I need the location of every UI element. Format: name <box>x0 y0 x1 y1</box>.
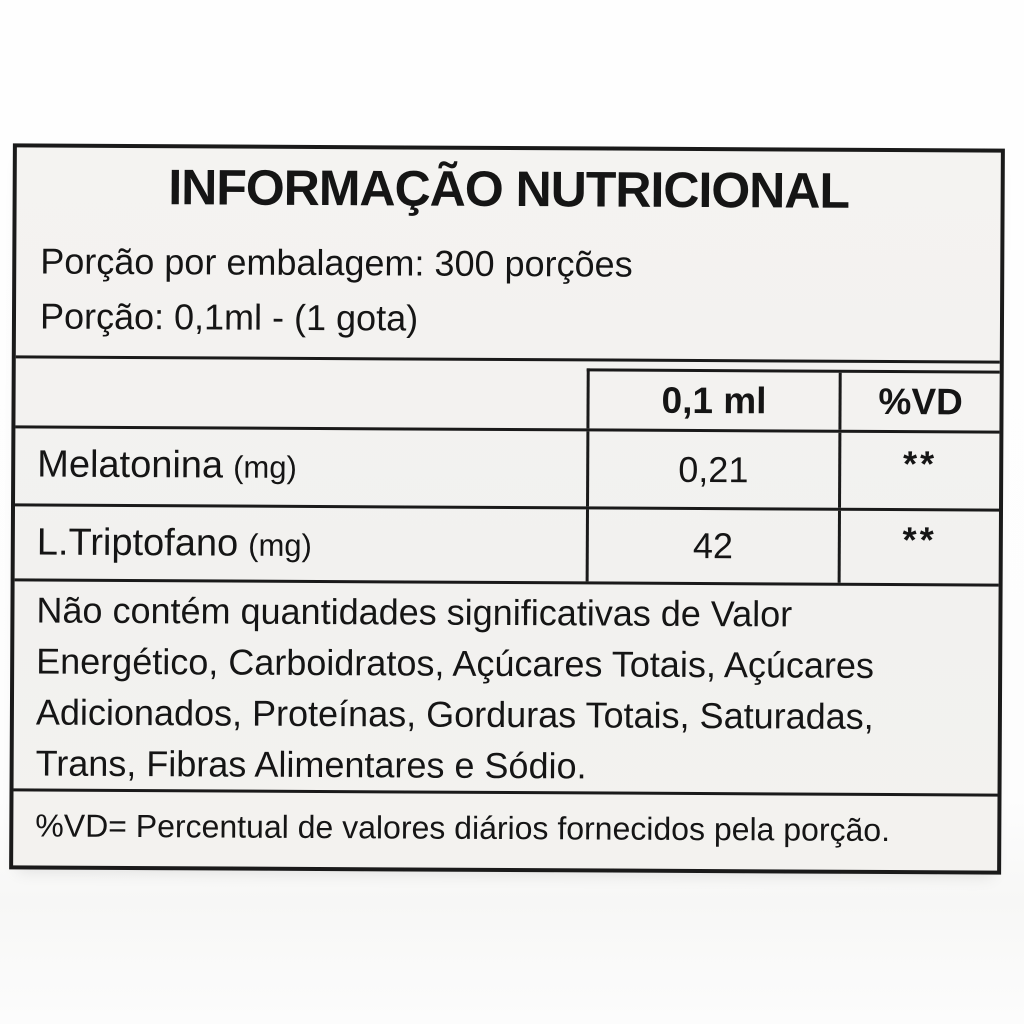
disclaimer-line: Energético, Carboidratos, Açúcares Totai… <box>36 640 875 686</box>
nutrient-cell: L.Triptofano (mg) <box>15 506 586 581</box>
header-empty-cell <box>15 358 586 428</box>
disclaimer-line: Não contém quantidades significativas de… <box>36 589 793 635</box>
disclaimer-text: Não contém quantidades significativas de… <box>13 581 999 797</box>
label-title: INFORMAÇÃO NUTRICIONAL <box>168 159 850 219</box>
table-row-triptofano: L.Triptofano (mg) 42 ** <box>14 503 1000 584</box>
table-row-melatonina: Melatonina (mg) 0,21 ** <box>15 428 1000 509</box>
nutrient-unit: (mg) <box>248 527 312 563</box>
column-header-amount: 0,1 ml <box>661 379 767 421</box>
nutrient-cell: Melatonina (mg) <box>15 428 586 506</box>
nutrient-unit: (mg) <box>233 449 297 485</box>
table-header-row: 0,1 ml %VD <box>15 358 1000 434</box>
disclaimer-line: Adicionados, Proteínas, Gorduras Totais,… <box>35 691 874 737</box>
column-header-vd: %VD <box>838 372 1000 431</box>
serving-size: Porção: 0,1ml - (1 gota) <box>39 295 419 339</box>
nutrient-name: Melatonina <box>37 443 224 487</box>
nutrient-amount: 42 <box>585 509 838 583</box>
nutrient-vd-value: ** <box>837 510 999 584</box>
footnote-text: %VD= Percentual de valores diários forne… <box>35 807 891 848</box>
serving-info: Porção por embalagem: 300 porções Porção… <box>40 234 1001 361</box>
nutrient-vd-value: ** <box>837 432 1000 509</box>
nutrition-table: 0,1 ml %VD Melatonina (mg) 0,21 ** L.Trip… <box>14 355 1000 587</box>
servings-per-package: Porção por embalagem: 300 porções <box>40 240 633 285</box>
nutrition-label: INFORMAÇÃO NUTRICIONAL Porção por embala… <box>9 143 1005 875</box>
header-box: 0,1 ml %VD <box>586 368 1000 431</box>
nutrient-amount: 0,21 <box>585 431 839 508</box>
nutrient-name: L.Triptofano <box>36 521 239 565</box>
disclaimer-line: Trans, Fibras Alimentares e Sódio. <box>35 742 587 787</box>
